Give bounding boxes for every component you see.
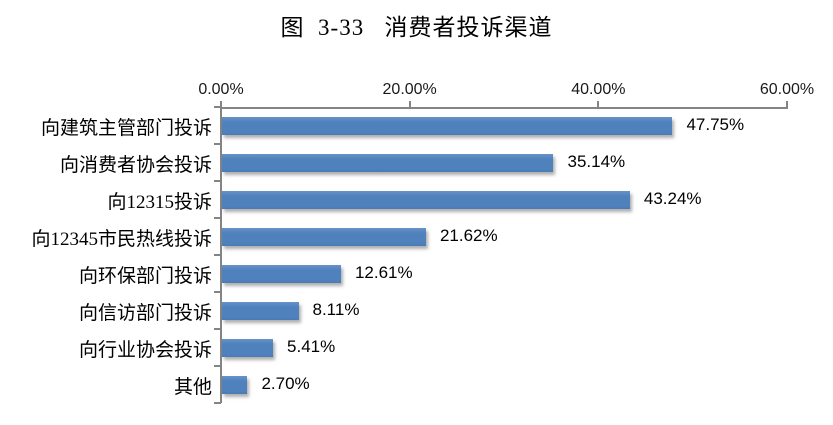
bar [222, 116, 673, 135]
data-label: 2.70% [261, 373, 310, 393]
y-axis-line [220, 107, 222, 403]
y-axis-tick-mark [214, 365, 221, 367]
data-label: 35.14% [567, 151, 626, 171]
bar [222, 338, 274, 357]
x-axis-tick-mark [220, 101, 222, 107]
category-label: 向消费者协会投诉 [59, 155, 212, 176]
category-label: 向行业协会投诉 [78, 340, 212, 361]
data-label: 5.41% [287, 336, 336, 356]
x-axis-tick-mark [408, 101, 411, 107]
y-axis-tick-mark [214, 402, 221, 404]
x-axis-tick-mark [786, 101, 788, 107]
x-axis-tick-label: 60.00% [759, 81, 815, 98]
y-axis-tick-mark [214, 254, 221, 256]
y-axis-tick-mark [214, 328, 221, 330]
category-label: 向建筑主管部门投诉 [40, 118, 212, 139]
data-label: 12.61% [354, 262, 413, 282]
x-axis-tick-mark [597, 101, 600, 107]
bar [222, 375, 248, 394]
category-label: 其他 [173, 377, 212, 398]
category-label: 向12315投诉 [107, 192, 212, 213]
bar [222, 301, 299, 320]
y-axis-tick-mark [214, 180, 221, 182]
x-axis-tick-label: 20.00% [382, 81, 437, 98]
bar [222, 190, 630, 209]
data-label: 43.24% [643, 188, 702, 208]
y-axis-tick-mark [214, 217, 221, 219]
data-label: 47.75% [686, 114, 745, 134]
data-label: 21.62% [439, 225, 498, 245]
category-label: 向12345市民热线投诉 [31, 229, 212, 250]
y-axis-tick-mark [214, 291, 221, 293]
x-axis-line [220, 107, 788, 109]
bar [222, 264, 341, 283]
x-axis-tick-label: 0.00% [198, 81, 244, 98]
y-axis-tick-mark [214, 106, 221, 108]
chart-title: 图 3-33 消费者投诉渠道 [280, 15, 553, 40]
category-label: 向信访部门投诉 [78, 303, 212, 324]
category-label: 向环保部门投诉 [78, 266, 212, 287]
x-axis-tick-label: 40.00% [571, 81, 626, 98]
bar [222, 227, 426, 246]
data-label: 8.11% [312, 299, 360, 319]
y-axis-tick-mark [214, 143, 221, 145]
bar [222, 153, 554, 172]
